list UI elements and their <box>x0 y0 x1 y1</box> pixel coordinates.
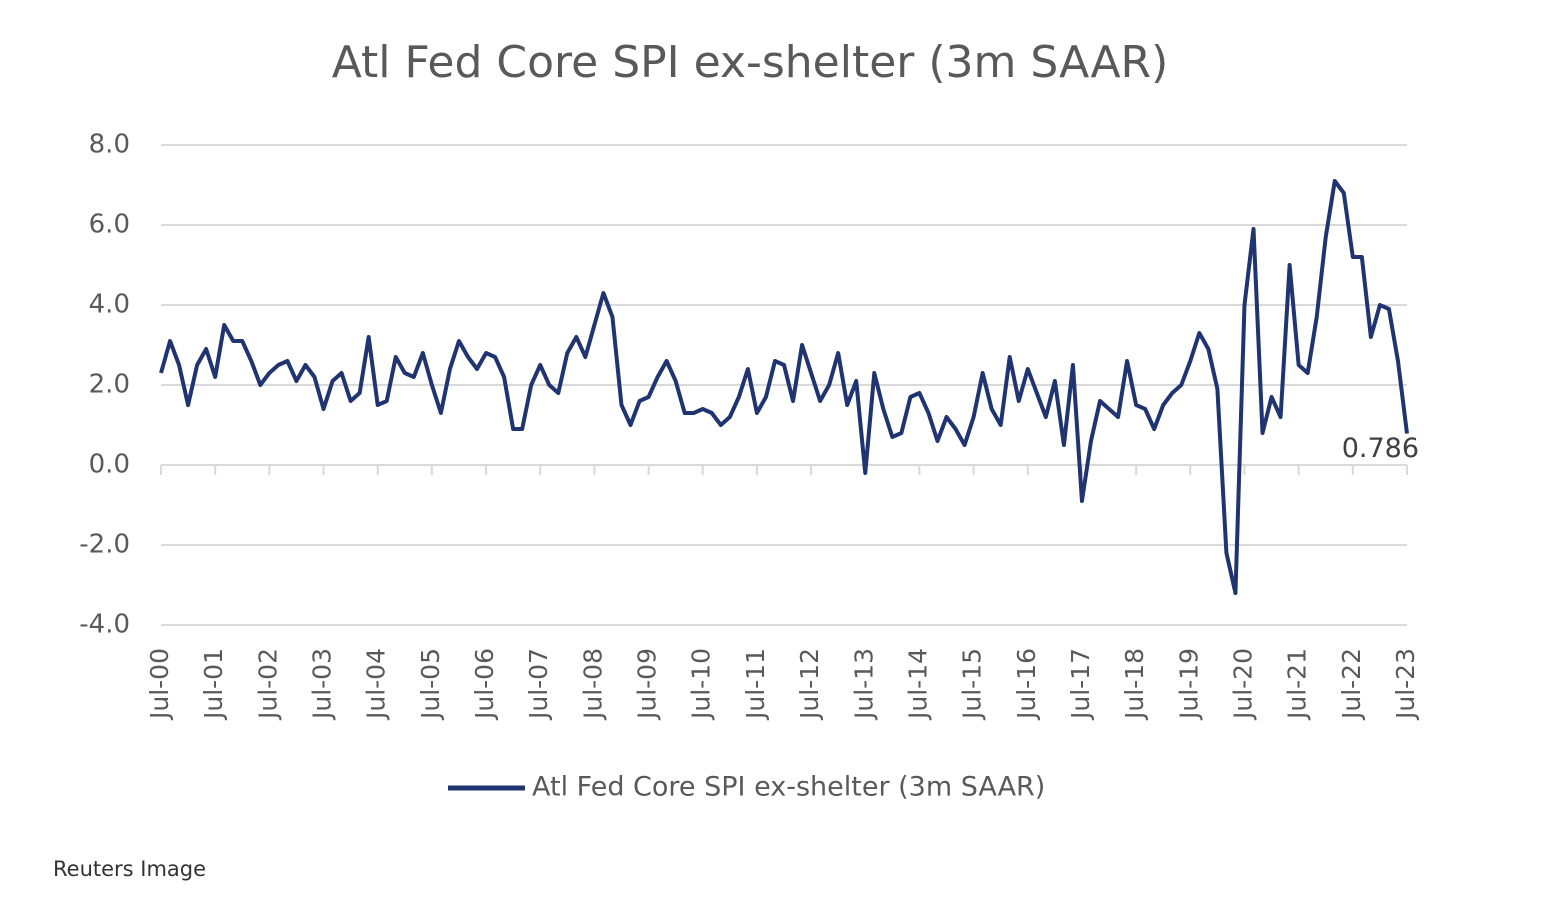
x-tick-label: Jul-02 <box>253 648 282 721</box>
x-tick-label: Jul-21 <box>1283 648 1312 721</box>
x-tick-label: Jul-07 <box>524 648 553 721</box>
x-tick-label: Jul-17 <box>1066 648 1095 721</box>
x-tick-label: Jul-20 <box>1228 648 1257 721</box>
x-tick-label: Jul-12 <box>795 648 824 721</box>
data-line <box>159 179 1409 595</box>
y-tick-label: -2.0 <box>79 530 130 560</box>
x-tick-label: Jul-00 <box>145 648 174 721</box>
x-tick-label: Jul-14 <box>903 648 932 721</box>
x-tick-label: Jul-08 <box>578 648 607 721</box>
x-tick-label: Jul-04 <box>362 648 391 721</box>
y-tick-label: -4.0 <box>79 610 130 640</box>
x-tick-label: Jul-03 <box>308 648 337 721</box>
chart-title: Atl Fed Core SPI ex-shelter (3m SAAR) <box>332 37 1169 88</box>
x-tick-label: Jul-23 <box>1391 648 1420 721</box>
x-tick-label: Jul-01 <box>199 648 228 721</box>
x-tick-label: Jul-16 <box>1012 648 1041 721</box>
x-tick-label: Jul-22 <box>1337 648 1366 721</box>
x-tick-label: Jul-15 <box>958 648 987 721</box>
data-label: 0.786 <box>1342 433 1419 464</box>
x-tick-label: Jul-10 <box>687 648 716 721</box>
x-tick-label: Jul-06 <box>470 648 499 721</box>
y-tick-label: 0.0 <box>89 450 130 480</box>
x-tick-label: Jul-09 <box>633 648 662 721</box>
x-tick-label: Jul-05 <box>416 648 445 721</box>
y-tick-label: 6.0 <box>89 210 130 240</box>
legend-label: Atl Fed Core SPI ex-shelter (3m SAAR) <box>532 772 1045 803</box>
y-tick-label: 2.0 <box>89 370 130 400</box>
y-tick-label: 8.0 <box>89 130 130 160</box>
x-tick-label: Jul-18 <box>1120 648 1149 721</box>
y-tick-label: 4.0 <box>89 290 130 320</box>
x-tick-label: Jul-19 <box>1174 648 1203 721</box>
x-tick-label: Jul-11 <box>741 648 770 721</box>
x-tick-label: Jul-13 <box>849 648 878 721</box>
source: Reuters Image <box>53 857 206 881</box>
